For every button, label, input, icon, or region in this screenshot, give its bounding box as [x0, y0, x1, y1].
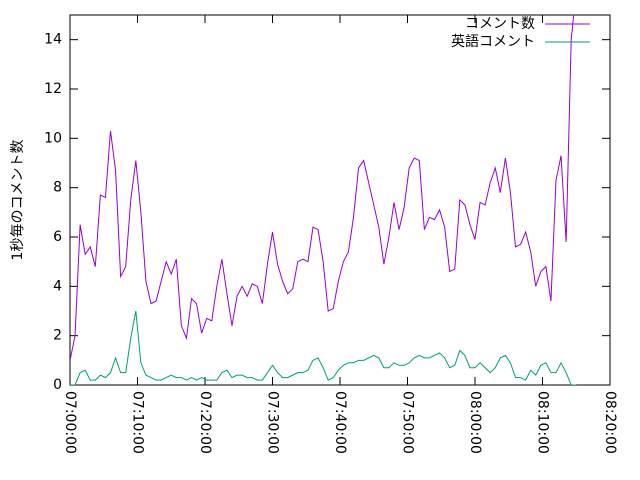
x-tick-label: 07:10:00: [130, 391, 146, 454]
y-tick-label: 8: [53, 180, 62, 196]
legend-label: 英語コメント: [451, 33, 535, 50]
y-tick-label: 0: [53, 377, 62, 393]
x-tick-label: 07:40:00: [332, 391, 348, 454]
legend-label: コメント数: [465, 16, 535, 32]
series-line: [70, 310, 577, 385]
series-line: [70, 15, 575, 361]
y-tick-label: 2: [53, 328, 62, 344]
y-tick-label: 4: [53, 278, 62, 294]
x-tick-label: 08:10:00: [535, 391, 551, 454]
y-axis-label: 1秒毎のコメント数: [10, 140, 26, 261]
y-tick-label: 14: [44, 32, 62, 48]
y-tick-label: 6: [53, 229, 62, 245]
x-tick-label: 07:30:00: [265, 391, 281, 454]
y-tick-label: 12: [44, 81, 62, 97]
series-group: [70, 15, 577, 385]
x-tick-label: 07:20:00: [197, 391, 213, 454]
plot-border: [69, 14, 611, 386]
x-tick-label: 07:00:00: [62, 391, 78, 454]
x-tick-label: 08:00:00: [467, 391, 483, 454]
x-tick-label: 07:50:00: [400, 391, 416, 454]
x-tick-label: 08:20:00: [602, 391, 618, 454]
y-tick-label: 10: [44, 130, 62, 146]
